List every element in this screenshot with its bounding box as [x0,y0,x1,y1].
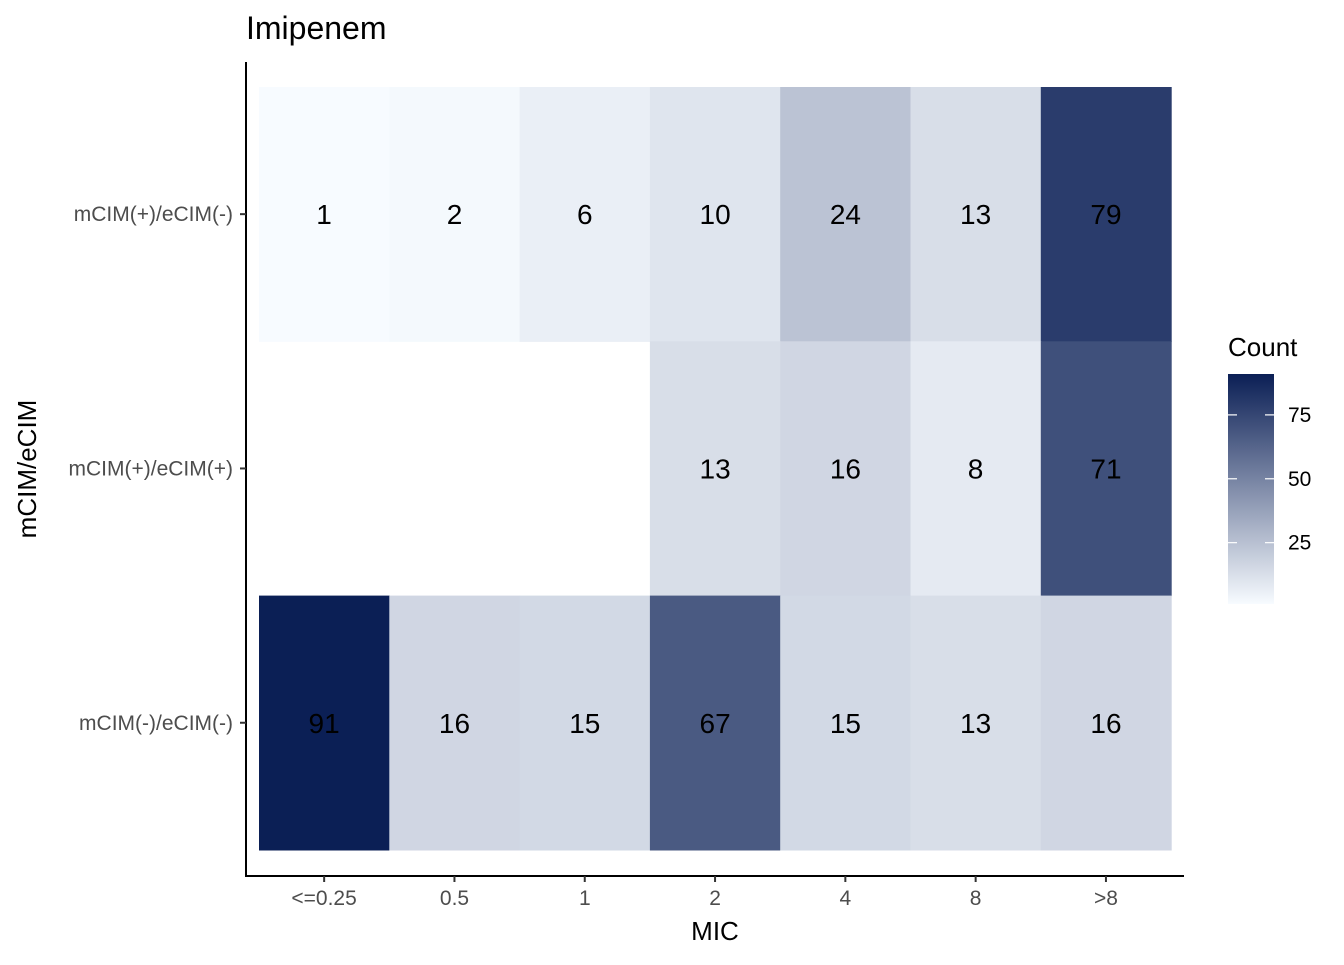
x-axis-label: MIC [691,916,739,946]
chart-title: Imipenem [246,10,387,46]
heatmap-cell [780,341,912,597]
y-tick-label: mCIM(+)/eCIM(-) [74,203,233,226]
cell-value-label: 16 [830,454,861,485]
cell-value-label: 6 [577,199,593,230]
cell-value-label: 79 [1090,199,1121,230]
x-tick-label: >8 [1094,887,1118,910]
legend-tick-label: 75 [1288,404,1311,427]
cell-value-label: 71 [1090,454,1121,485]
heatmap-cell [1040,595,1172,851]
cell-value-label: 15 [830,708,861,739]
heatmap-cell [649,341,781,597]
heatmap-cell [780,87,912,342]
cell-value-label: 13 [700,454,731,485]
x-tick-label: <=0.25 [291,887,356,910]
cell-value-label: 67 [700,708,731,739]
legend-ticks: 25 50 75 [1228,404,1311,555]
heatmap-cells [259,87,1172,851]
heatmap-cell [780,595,912,851]
cell-value-label: 1 [316,199,332,230]
x-tick-label: 8 [970,887,982,910]
color-legend: Count 25 50 75 [1228,332,1311,604]
x-tick-label: 1 [579,887,591,910]
cell-value-label: 2 [447,199,463,230]
cell-value-label: 13 [960,708,991,739]
x-tick-label: 4 [840,887,852,910]
cell-value-label: 10 [700,199,731,230]
x-tick-label: 0.5 [440,887,469,910]
legend-tick-label: 50 [1288,468,1311,491]
x-axis-ticks: <=0.25 0.5 1 2 4 8 >8 [291,876,1118,910]
heatmap-cell [389,87,521,342]
legend-colorbar [1228,374,1274,604]
y-axis-label: mCIM/eCIM [12,400,42,539]
heatmap-cell [519,595,651,851]
cell-value-label: 8 [968,454,984,485]
heatmap-cell [910,595,1042,851]
heatmap-cell [1040,341,1172,597]
legend-tick-label: 25 [1288,532,1311,555]
cell-value-label: 16 [1090,708,1121,739]
heatmap-cell [649,595,781,851]
cell-value-label: 15 [569,708,600,739]
heatmap-cell [519,87,651,342]
heatmap-cell [649,87,781,342]
cell-value-label: 91 [309,708,340,739]
heatmap-cell [259,87,390,342]
cell-value-labels: 1 2 6 10 24 13 79 13 16 8 71 91 16 15 67 15 13 16 [309,199,1122,739]
y-tick-label: mCIM(-)/eCIM(-) [79,712,233,735]
cell-value-label: 13 [960,199,991,230]
x-tick-label: 2 [709,887,721,910]
heatmap-cell [910,341,1042,597]
heatmap-cell [389,595,521,851]
legend-title: Count [1228,332,1298,362]
heatmap-cell [910,87,1042,342]
cell-value-label: 24 [830,199,861,230]
cell-value-label: 16 [439,708,470,739]
heatmap-cell [1040,87,1172,342]
y-axis-ticks: mCIM(+)/eCIM(-) mCIM(+)/eCIM(+) mCIM(-)/eC… [69,203,246,735]
heatmap-cell [259,595,390,851]
y-tick-label: mCIM(+)/eCIM(+) [69,458,234,481]
